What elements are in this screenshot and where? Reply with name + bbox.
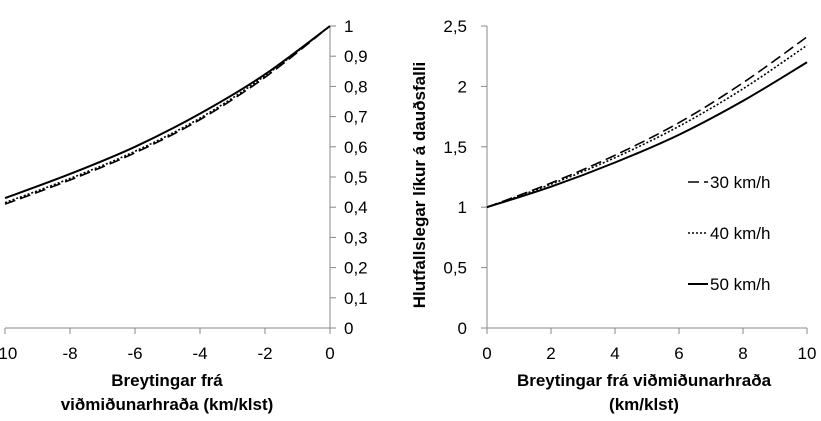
series-line xyxy=(4,25,331,205)
y-tick-label: 2 xyxy=(458,77,467,96)
series-line xyxy=(4,25,331,204)
right-chart: 0 0,5 1 1,5 2 2,5 0 2 4 6 8 10 Breytingar frá viðmið… xyxy=(410,17,816,414)
y-tick-label: 1,5 xyxy=(443,138,467,157)
y-tick-label: 0 xyxy=(458,319,467,338)
x-axis-title: (km/klst) xyxy=(609,395,679,414)
x-tick-label: -10 xyxy=(0,344,17,363)
x-tick-label: 8 xyxy=(738,344,747,363)
y-tick-label: 0,6 xyxy=(344,138,368,157)
x-tick-label: -6 xyxy=(127,344,142,363)
x-tick-label: -8 xyxy=(62,344,77,363)
legend-label: 40 km/h xyxy=(710,224,770,243)
legend-label: 30 km/h xyxy=(710,173,770,192)
x-tick-label: 6 xyxy=(674,344,683,363)
x-tick-label: 0 xyxy=(482,344,491,363)
y-tick-label: 0,2 xyxy=(344,259,368,278)
x-tick-label: -2 xyxy=(257,344,272,363)
y-tick-label: 1 xyxy=(344,17,353,36)
x-tick-label: 2 xyxy=(546,344,555,363)
y-tick-label: 0,8 xyxy=(344,77,368,96)
series-line xyxy=(486,61,808,209)
y-tick-label: 0,5 xyxy=(344,168,368,187)
x-axis-title: viðmiðunarhraða (km/klst) xyxy=(61,395,274,414)
y-tick-label: 0,7 xyxy=(344,108,368,127)
series-line xyxy=(486,36,808,208)
y-tick-label: 0 xyxy=(344,319,353,338)
left-chart: 0 0,1 0,2 0,3 0,4 0,5 0,6 0,7 0,8 0,9 1 -10 -8 -6 -4 -2… xyxy=(0,17,368,414)
y-tick-label: 0,3 xyxy=(344,228,368,247)
y-tick-label: 0,5 xyxy=(443,259,467,278)
y-tick-label: 0,1 xyxy=(344,289,368,308)
series-line xyxy=(4,25,331,200)
x-tick-label: 4 xyxy=(610,344,619,363)
y-tick-label: 2,5 xyxy=(443,17,467,36)
y-tick-label: 0,4 xyxy=(344,198,368,217)
legend-label: 50 km/h xyxy=(710,275,770,294)
x-axis-title: Breytingar frá xyxy=(111,371,223,390)
y-tick-label: 0,9 xyxy=(344,47,368,66)
series-line xyxy=(486,44,808,208)
y-tick-label: 1 xyxy=(458,198,467,217)
y-axis-title: Hlutfallslegar líkur á dauðsfalli xyxy=(410,62,429,309)
x-tick-label: 0 xyxy=(325,344,334,363)
x-tick-label: 10 xyxy=(798,344,817,363)
x-tick-label: -4 xyxy=(192,344,207,363)
x-axis-title: Breytingar frá viðmiðunarhraða xyxy=(517,371,772,390)
